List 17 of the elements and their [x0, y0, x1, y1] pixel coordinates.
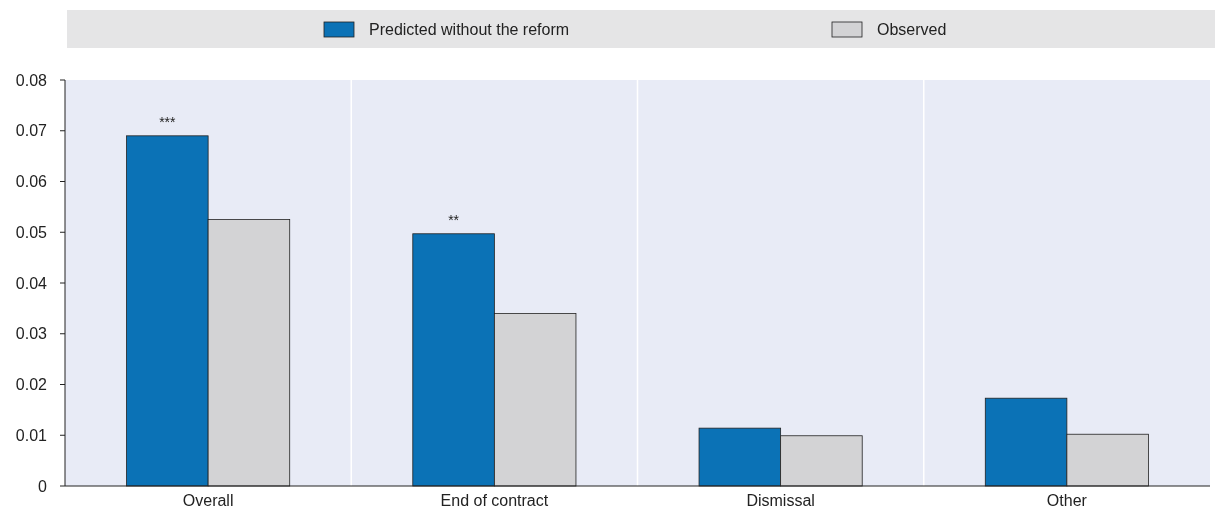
legend-label: Observed: [877, 21, 947, 38]
y-tick-label: 0.05: [15, 223, 48, 241]
annotation: **: [448, 211, 460, 228]
legend-label: Predicted without the reform: [369, 21, 570, 38]
x-tick-label: End of contract: [440, 492, 549, 509]
x-tick-label: Overall: [182, 492, 234, 509]
y-tick-label: 0.03: [15, 325, 48, 343]
y-tick-label: 0.01: [15, 426, 48, 444]
y-tick-label: 0.08: [15, 71, 48, 89]
y-tick-label: 0.07: [15, 122, 48, 140]
annotation: ***: [159, 113, 177, 130]
y-tick-label: 0: [38, 477, 48, 495]
y-tick-label: 0.02: [15, 376, 48, 394]
y-tick-label: 0.06: [15, 173, 48, 191]
x-tick-label: Dismissal: [746, 492, 815, 509]
x-tick-label: Other: [1046, 492, 1088, 509]
y-tick-label: 0.04: [15, 274, 48, 292]
